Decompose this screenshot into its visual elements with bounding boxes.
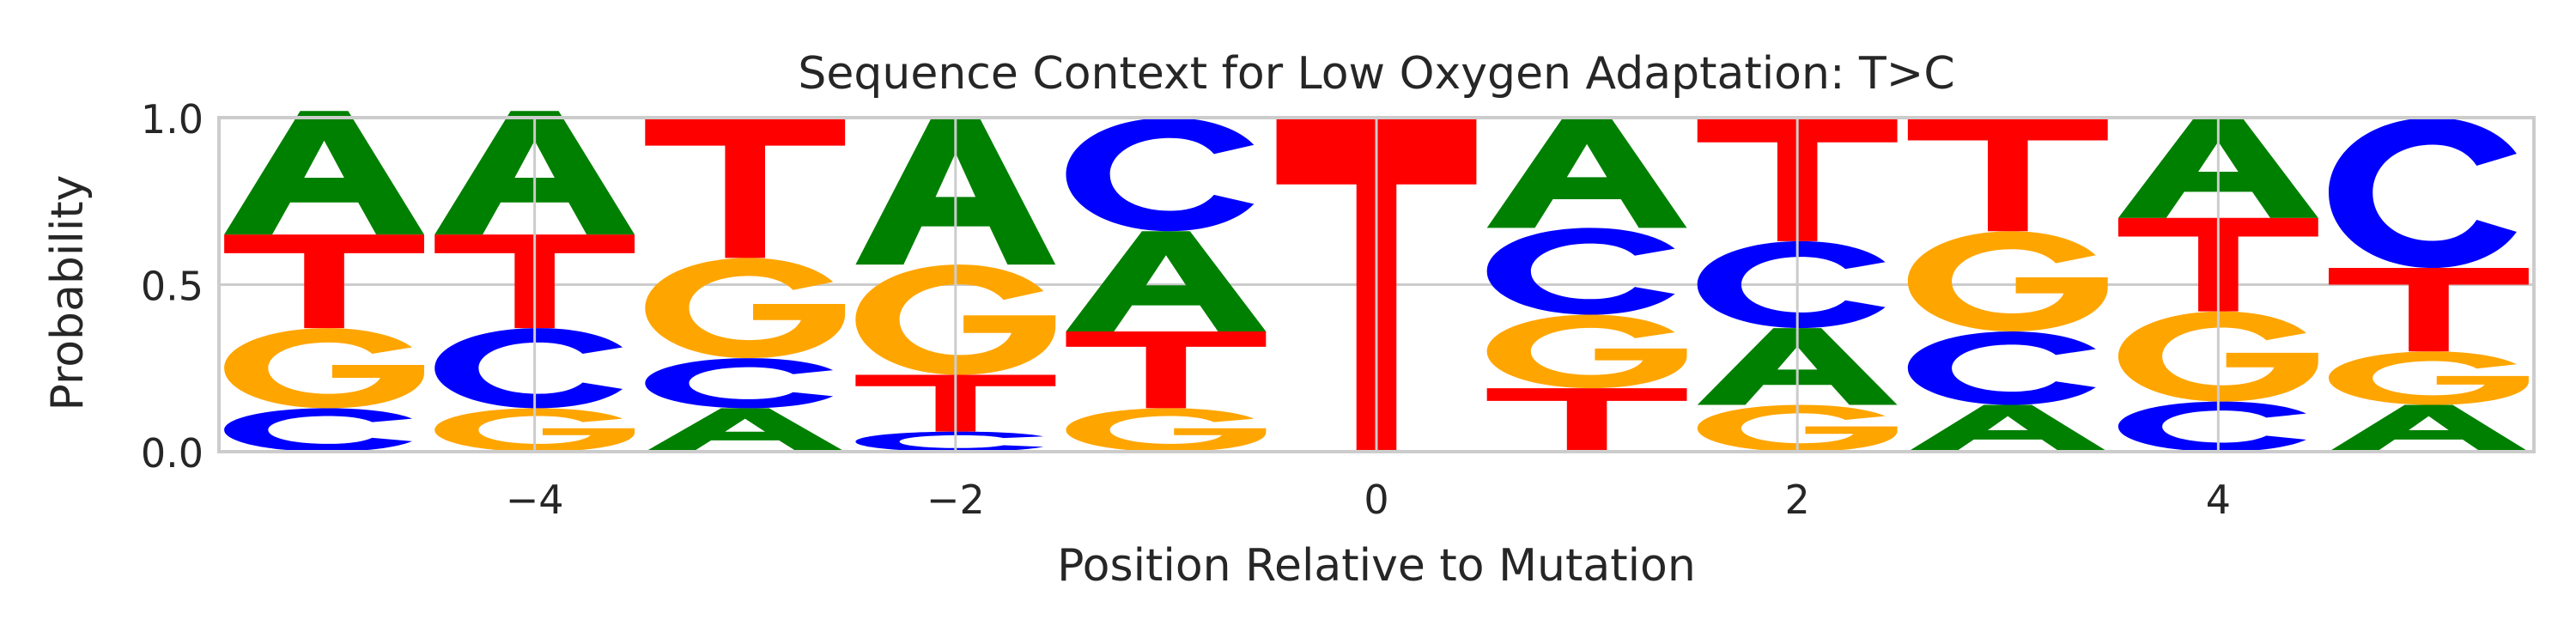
x-tick-label: 2 (1785, 477, 1810, 523)
logo-letter-g (2329, 351, 2529, 405)
x-tick-label: 4 (2206, 477, 2231, 523)
logo-letter-a (1697, 328, 1898, 405)
logo-letter-t (1066, 331, 1267, 409)
logo-letter-a (2117, 118, 2318, 218)
vertical-gridlines (533, 118, 2220, 452)
y-tick-label: 1.0 (141, 96, 204, 143)
logo-letter-a (855, 118, 1056, 265)
logo-letter-g (2117, 311, 2318, 402)
logo-letter-c (1486, 228, 1675, 315)
logo-letter-a (1066, 231, 1267, 331)
logo-letter-c (645, 358, 834, 409)
x-tick-label: −2 (927, 477, 985, 523)
logo-letter-g (645, 258, 846, 359)
logo-letter-t (1907, 118, 2108, 232)
logo-letter-g (1697, 404, 1898, 452)
chart-title: Sequence Context for Low Oxygen Adaptati… (798, 48, 1954, 100)
logo-letter-a (645, 408, 846, 452)
x-tick-label: 0 (1364, 477, 1388, 523)
logo-letter-a (1486, 118, 1687, 228)
logo-letter-c (434, 328, 623, 409)
y-tick-label: 0.0 (141, 430, 204, 477)
logo-letter-c (224, 408, 412, 452)
logo-letter-t (1486, 388, 1687, 452)
logo-letter-g (855, 264, 1056, 375)
logo-letter-c (2117, 401, 2306, 452)
logo-letter-a (434, 111, 635, 235)
x-tick-label: −4 (506, 477, 564, 523)
logo-letter-a (224, 111, 424, 235)
logo-letter-t (224, 234, 424, 329)
logo-letter-c (1066, 118, 1255, 232)
x-axis-label: Position Relative to Mutation (1057, 540, 1696, 592)
logo-letter-c (855, 431, 1044, 452)
y-tick-label: 0.5 (141, 264, 204, 310)
logo-letter-a (1907, 404, 2108, 452)
logo-letter-g (1066, 408, 1267, 452)
logo-letter-c (1697, 240, 1886, 329)
logo-stacks (224, 111, 2529, 452)
logo-letter-t (2329, 268, 2529, 352)
logo-letter-g (1907, 231, 2108, 331)
logo-letter-g (434, 408, 635, 452)
logo-letter-c (2329, 118, 2517, 269)
logo-letter-g (1486, 314, 1687, 389)
logo-letter-c (1907, 331, 2096, 405)
y-axis-label: Probability (42, 175, 94, 411)
tick-labels: 0.0 0.5 1.0 −4 −2 0 2 4 (141, 96, 2231, 523)
logo-letter-a (2329, 404, 2529, 452)
logo-letter-g (224, 328, 424, 409)
plot-frame (217, 116, 2536, 453)
logo-letter-t (645, 118, 846, 258)
